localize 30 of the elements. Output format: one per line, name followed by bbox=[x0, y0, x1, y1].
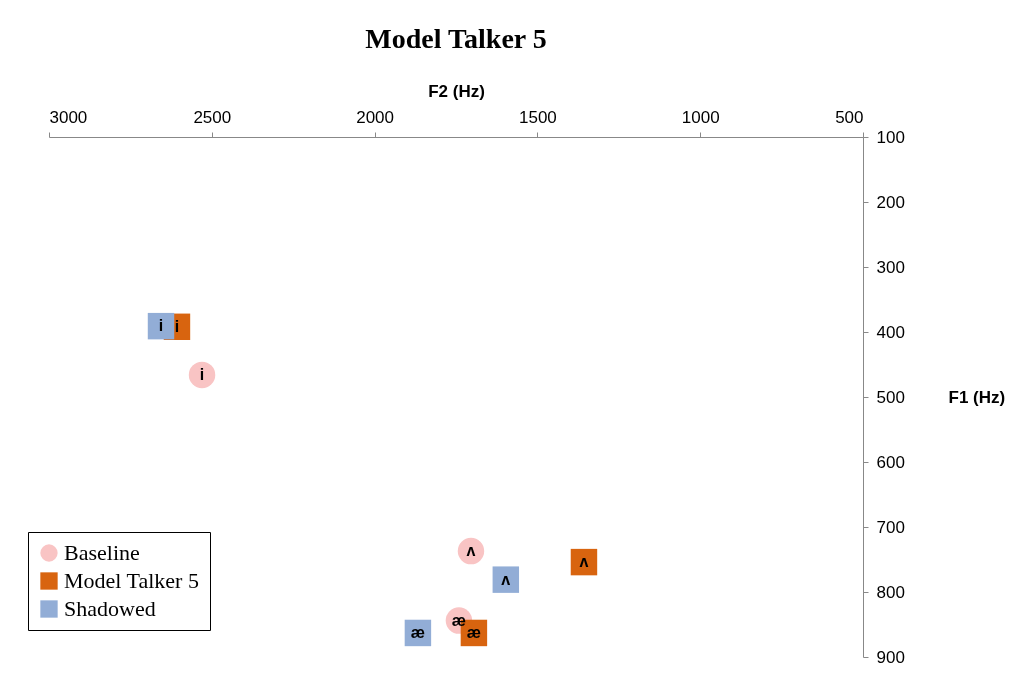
data-label: ʌ bbox=[466, 542, 476, 560]
data-label: i bbox=[174, 317, 180, 335]
y-tick-label: 900 bbox=[876, 647, 905, 667]
y-tick-label: 200 bbox=[876, 192, 905, 212]
data-label: æ bbox=[466, 623, 482, 641]
x-tick-label: 500 bbox=[835, 107, 864, 127]
y-tick-label: 700 bbox=[876, 517, 905, 537]
x-axis-title: F2 (Hz) bbox=[428, 81, 485, 101]
x-tick-label: 3000 bbox=[49, 107, 88, 127]
y-tick-label: 500 bbox=[876, 387, 905, 407]
chart-title: Model Talker 5 bbox=[365, 23, 547, 54]
x-tick-label: 1500 bbox=[518, 107, 557, 127]
data-label: æ bbox=[410, 623, 426, 641]
y-axis-title: F1 (Hz) bbox=[948, 387, 1006, 407]
legend-label: Shadowed bbox=[64, 596, 156, 621]
x-tick-label: 1000 bbox=[681, 107, 720, 127]
x-tick-label: 2500 bbox=[193, 107, 232, 127]
data-label: ʌ bbox=[579, 553, 589, 571]
y-tick-label: 600 bbox=[876, 452, 905, 472]
x-tick-label: 2000 bbox=[356, 107, 395, 127]
data-label: i bbox=[158, 317, 164, 335]
data-label: ʌ bbox=[501, 570, 511, 588]
legend-label: Model Talker 5 bbox=[64, 568, 199, 593]
y-tick-label: 300 bbox=[876, 257, 905, 277]
y-tick-label: 100 bbox=[876, 127, 905, 147]
legend-label: Baseline bbox=[64, 540, 140, 565]
data-label: i bbox=[199, 365, 205, 383]
data-label: æ bbox=[451, 611, 467, 629]
y-tick-label: 400 bbox=[876, 322, 905, 342]
y-tick-label: 800 bbox=[876, 582, 905, 602]
